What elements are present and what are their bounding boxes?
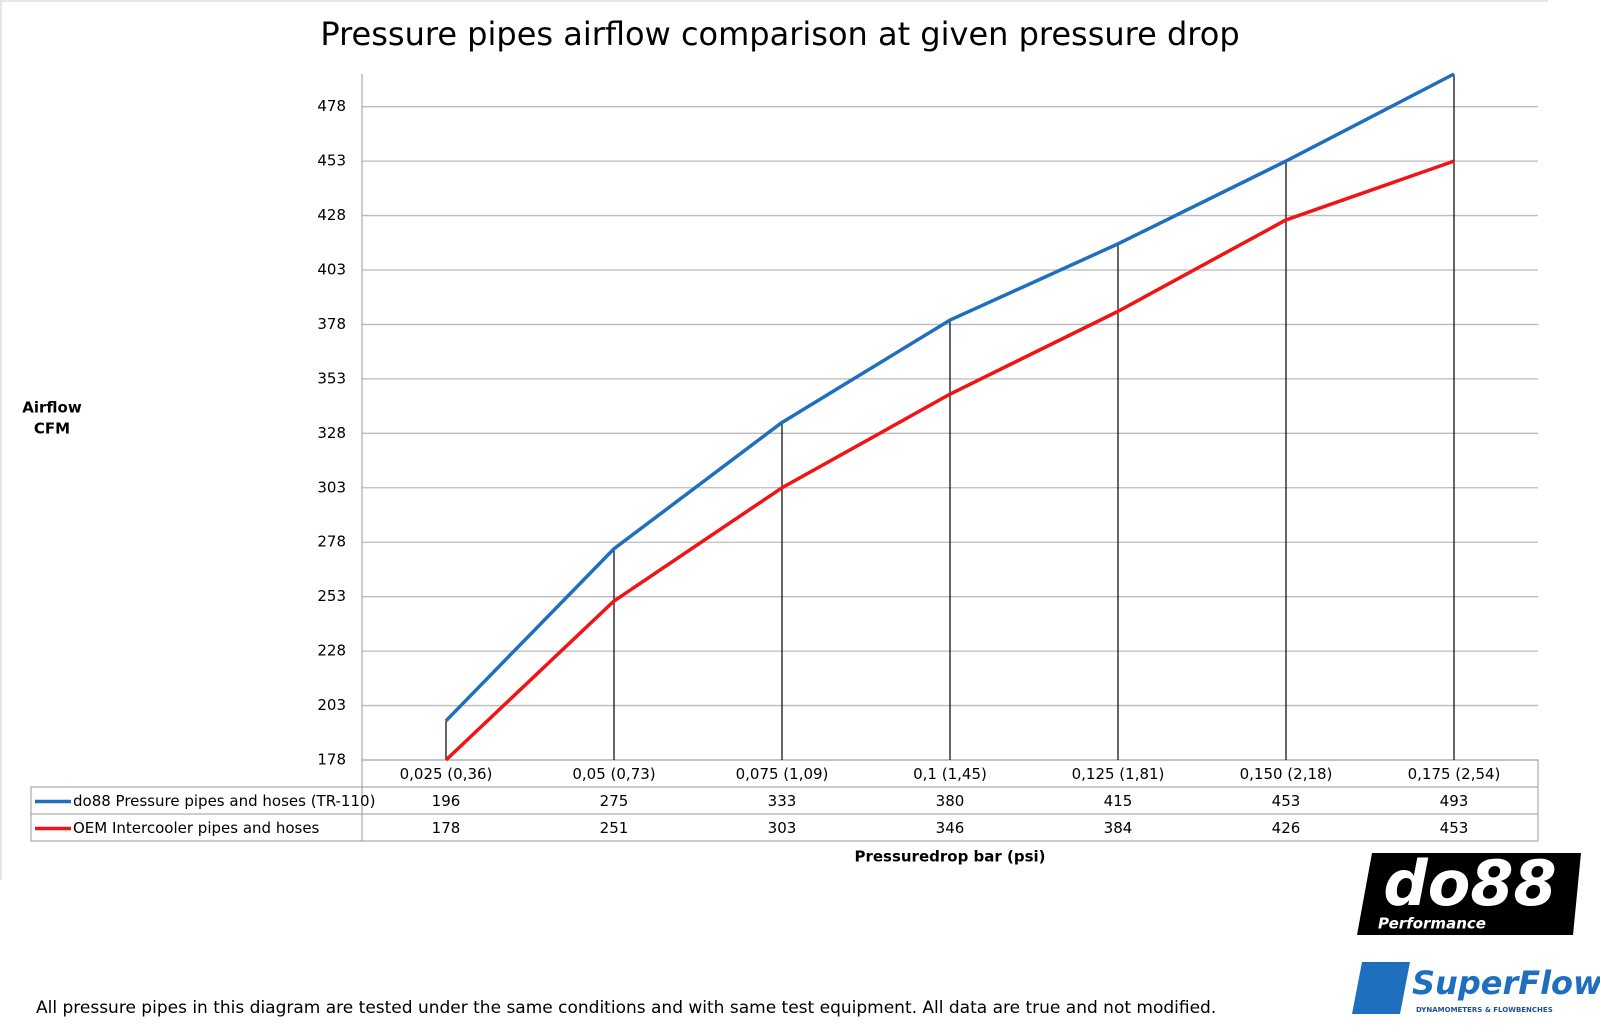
y-tick-label: 278 — [317, 533, 346, 551]
x-tick-label: 0,025 (0,36) — [400, 765, 493, 783]
table-value: 346 — [936, 819, 965, 837]
y-axis-label: CFM — [34, 420, 70, 438]
y-tick-label: 303 — [317, 478, 346, 496]
x-tick-label: 0,150 (2,18) — [1240, 765, 1333, 783]
x-tick-label: 0,175 (2,54) — [1408, 765, 1501, 783]
logo-subtext: Performance — [1378, 915, 1486, 933]
y-tick-label: 403 — [317, 261, 346, 279]
x-tick-label: 0,05 (0,73) — [572, 765, 655, 783]
y-tick-label: 228 — [317, 642, 346, 660]
table-value: 178 — [432, 819, 461, 837]
table-value: 453 — [1440, 819, 1469, 837]
table-value: 493 — [1440, 792, 1469, 810]
table-value: 275 — [600, 792, 629, 810]
superflow-logo: SuperFlow DYNAMOMETERS & FLOWBENCHES — [1352, 962, 1600, 1014]
table-value: 415 — [1104, 792, 1133, 810]
y-tick-label: 178 — [317, 751, 346, 769]
series-line — [444, 159, 1455, 762]
legend-label: OEM Intercooler pipes and hoses — [73, 819, 320, 837]
y-tick-label: 253 — [317, 587, 346, 605]
logo-text: SuperFlow — [1412, 964, 1600, 1002]
y-tick-label: 478 — [317, 97, 346, 115]
do88-logo: do88 Performance — [1357, 847, 1581, 935]
logo-icon — [1352, 962, 1410, 1014]
y-tick-label: 203 — [317, 696, 346, 714]
footnote: All pressure pipes in this diagram are t… — [36, 998, 1216, 1018]
table-value: 453 — [1272, 792, 1301, 810]
logo-text: do88 — [1383, 847, 1556, 920]
y-tick-label: 453 — [317, 152, 346, 170]
series-line — [444, 72, 1455, 723]
table-value: 384 — [1104, 819, 1133, 837]
table-value: 333 — [768, 792, 797, 810]
table-value: 251 — [600, 819, 629, 837]
y-tick-label: 328 — [317, 424, 346, 442]
x-axis-label: Pressuredrop bar (psi) — [854, 848, 1045, 866]
table-value: 380 — [936, 792, 965, 810]
y-tick-label: 378 — [317, 315, 346, 333]
y-axis-label: Airflow — [22, 399, 82, 417]
table-value: 303 — [768, 819, 797, 837]
legend-label: do88 Pressure pipes and hoses (TR-110) — [73, 792, 375, 810]
x-tick-label: 0,075 (1,09) — [736, 765, 829, 783]
y-tick-label: 353 — [317, 369, 346, 387]
table-value: 196 — [432, 792, 461, 810]
x-tick-label: 0,1 (1,45) — [913, 765, 987, 783]
logo-box — [1357, 853, 1581, 935]
x-tick-label: 0,125 (1,81) — [1072, 765, 1165, 783]
table-value: 426 — [1272, 819, 1301, 837]
y-tick-label: 428 — [317, 206, 346, 224]
logo-subtext: DYNAMOMETERS & FLOWBENCHES — [1416, 1006, 1553, 1014]
chart-title: Pressure pipes airflow comparison at giv… — [320, 15, 1239, 53]
